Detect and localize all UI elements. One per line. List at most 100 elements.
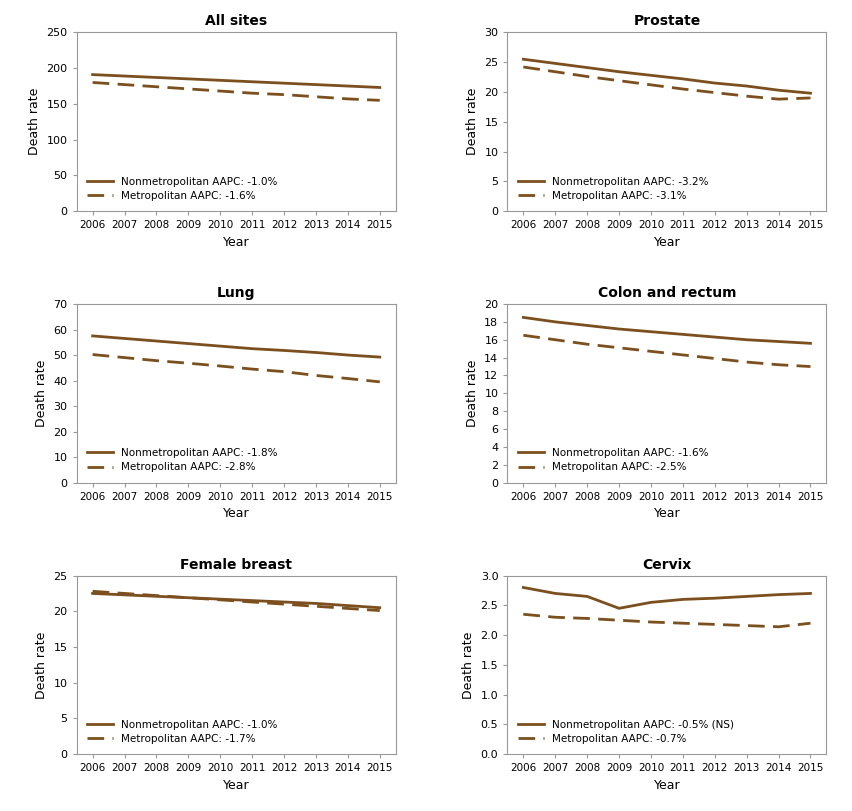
Metropolitan AAPC: -2.8%: (2.01e+03, 43.5): -2.8%: (2.01e+03, 43.5): [279, 367, 289, 376]
Metropolitan AAPC: -1.6%: (2.01e+03, 180): -1.6%: (2.01e+03, 180): [88, 78, 98, 88]
Nonmetropolitan AAPC: -1.8%: (2.02e+03, 49.2): -1.8%: (2.02e+03, 49.2): [375, 352, 385, 362]
X-axis label: Year: Year: [653, 507, 680, 520]
Title: Colon and rectum: Colon and rectum: [597, 286, 736, 300]
Nonmetropolitan AAPC: -3.2%: (2.01e+03, 21): -3.2%: (2.01e+03, 21): [741, 81, 751, 91]
Metropolitan AAPC: -0.7%: (2.01e+03, 2.3): -0.7%: (2.01e+03, 2.3): [550, 612, 561, 622]
Nonmetropolitan AAPC: -0.5% (NS): (2.01e+03, 2.45): -0.5% (NS): (2.01e+03, 2.45): [614, 603, 625, 613]
Nonmetropolitan AAPC: -1.0%: (2.01e+03, 175): -1.0%: (2.01e+03, 175): [343, 81, 353, 91]
Nonmetropolitan AAPC: -0.5% (NS): (2.01e+03, 2.62): -0.5% (NS): (2.01e+03, 2.62): [710, 594, 720, 603]
Line: Nonmetropolitan AAPC: -0.5% (NS): Nonmetropolitan AAPC: -0.5% (NS): [523, 587, 810, 608]
Nonmetropolitan AAPC: -3.2%: (2.01e+03, 24.1): -3.2%: (2.01e+03, 24.1): [582, 62, 592, 72]
Legend: Nonmetropolitan AAPC: -0.5% (NS), Metropolitan AAPC: -0.7%: Nonmetropolitan AAPC: -0.5% (NS), Metrop…: [513, 714, 740, 749]
Metropolitan AAPC: -3.1%: (2.01e+03, 18.8): -3.1%: (2.01e+03, 18.8): [774, 94, 784, 104]
Metropolitan AAPC: -2.8%: (2.01e+03, 40.8): -2.8%: (2.01e+03, 40.8): [343, 374, 353, 384]
Metropolitan AAPC: -1.6%: (2.01e+03, 171): -1.6%: (2.01e+03, 171): [183, 84, 193, 94]
Line: Metropolitan AAPC: -1.6%: Metropolitan AAPC: -1.6%: [93, 83, 380, 101]
Nonmetropolitan AAPC: -0.5% (NS): (2.01e+03, 2.65): -0.5% (NS): (2.01e+03, 2.65): [582, 591, 592, 601]
Metropolitan AAPC: -2.8%: (2.01e+03, 42): -2.8%: (2.01e+03, 42): [311, 371, 321, 380]
Nonmetropolitan AAPC: -1.8%: (2.01e+03, 57.5): -1.8%: (2.01e+03, 57.5): [88, 331, 98, 341]
Nonmetropolitan AAPC: -1.6%: (2.01e+03, 16.6): -1.6%: (2.01e+03, 16.6): [677, 329, 688, 339]
Nonmetropolitan AAPC: -1.0%: (2.02e+03, 20.5): -1.0%: (2.02e+03, 20.5): [375, 603, 385, 612]
Nonmetropolitan AAPC: -1.8%: (2.01e+03, 56.5): -1.8%: (2.01e+03, 56.5): [119, 333, 130, 343]
Nonmetropolitan AAPC: -0.5% (NS): (2.01e+03, 2.6): -0.5% (NS): (2.01e+03, 2.6): [677, 594, 688, 604]
Nonmetropolitan AAPC: -0.5% (NS): (2.01e+03, 2.55): -0.5% (NS): (2.01e+03, 2.55): [646, 598, 656, 607]
Nonmetropolitan AAPC: -3.2%: (2.01e+03, 20.3): -3.2%: (2.01e+03, 20.3): [774, 85, 784, 95]
Metropolitan AAPC: -1.7%: (2.01e+03, 22.5): -1.7%: (2.01e+03, 22.5): [119, 589, 130, 599]
Metropolitan AAPC: -3.1%: (2.01e+03, 19.9): -3.1%: (2.01e+03, 19.9): [710, 88, 720, 97]
Metropolitan AAPC: -2.8%: (2.01e+03, 49): -2.8%: (2.01e+03, 49): [119, 353, 130, 363]
Nonmetropolitan AAPC: -1.0%: (2.01e+03, 22.3): -1.0%: (2.01e+03, 22.3): [119, 590, 130, 599]
Title: Lung: Lung: [217, 286, 256, 300]
Nonmetropolitan AAPC: -1.6%: (2.01e+03, 17.6): -1.6%: (2.01e+03, 17.6): [582, 320, 592, 330]
Metropolitan AAPC: -1.7%: (2.01e+03, 22.2): -1.7%: (2.01e+03, 22.2): [152, 590, 162, 600]
Nonmetropolitan AAPC: -3.2%: (2.01e+03, 22.8): -3.2%: (2.01e+03, 22.8): [646, 71, 656, 80]
Line: Nonmetropolitan AAPC: -1.0%: Nonmetropolitan AAPC: -1.0%: [93, 594, 380, 607]
Metropolitan AAPC: -0.7%: (2.01e+03, 2.28): -0.7%: (2.01e+03, 2.28): [582, 614, 592, 624]
Nonmetropolitan AAPC: -1.8%: (2.01e+03, 55.5): -1.8%: (2.01e+03, 55.5): [152, 336, 162, 345]
Nonmetropolitan AAPC: -1.8%: (2.01e+03, 52.5): -1.8%: (2.01e+03, 52.5): [247, 344, 257, 354]
Nonmetropolitan AAPC: -1.0%: (2.01e+03, 181): -1.0%: (2.01e+03, 181): [247, 77, 257, 87]
Line: Metropolitan AAPC: -2.5%: Metropolitan AAPC: -2.5%: [523, 335, 810, 367]
Metropolitan AAPC: -3.1%: (2.01e+03, 21.9): -3.1%: (2.01e+03, 21.9): [614, 75, 625, 85]
Nonmetropolitan AAPC: -1.0%: (2.01e+03, 183): -1.0%: (2.01e+03, 183): [216, 75, 226, 85]
Title: All sites: All sites: [205, 15, 268, 28]
Nonmetropolitan AAPC: -1.6%: (2.01e+03, 16): -1.6%: (2.01e+03, 16): [741, 335, 751, 345]
Y-axis label: Death rate: Death rate: [466, 359, 479, 427]
Line: Metropolitan AAPC: -2.8%: Metropolitan AAPC: -2.8%: [93, 354, 380, 382]
Nonmetropolitan AAPC: -1.6%: (2.01e+03, 16.3): -1.6%: (2.01e+03, 16.3): [710, 333, 720, 342]
Title: Female breast: Female breast: [181, 558, 292, 572]
Nonmetropolitan AAPC: -3.2%: (2.01e+03, 23.4): -3.2%: (2.01e+03, 23.4): [614, 67, 625, 76]
Metropolitan AAPC: -1.7%: (2.01e+03, 21.3): -1.7%: (2.01e+03, 21.3): [247, 597, 257, 607]
Metropolitan AAPC: -0.7%: (2.01e+03, 2.2): -0.7%: (2.01e+03, 2.2): [677, 618, 688, 628]
Nonmetropolitan AAPC: -3.2%: (2.01e+03, 24.8): -3.2%: (2.01e+03, 24.8): [550, 58, 561, 68]
Nonmetropolitan AAPC: -1.6%: (2.01e+03, 18.5): -1.6%: (2.01e+03, 18.5): [518, 312, 528, 322]
Nonmetropolitan AAPC: -1.0%: (2.01e+03, 21.1): -1.0%: (2.01e+03, 21.1): [311, 599, 321, 608]
Y-axis label: Death rate: Death rate: [35, 359, 48, 427]
Legend: Nonmetropolitan AAPC: -1.0%, Metropolitan AAPC: -1.7%: Nonmetropolitan AAPC: -1.0%, Metropolita…: [82, 714, 283, 749]
Nonmetropolitan AAPC: -1.8%: (2.01e+03, 51.8): -1.8%: (2.01e+03, 51.8): [279, 345, 289, 355]
Nonmetropolitan AAPC: -1.8%: (2.01e+03, 53.5): -1.8%: (2.01e+03, 53.5): [216, 341, 226, 351]
Metropolitan AAPC: -2.5%: (2.02e+03, 13): -2.5%: (2.02e+03, 13): [805, 362, 815, 371]
Metropolitan AAPC: -3.1%: (2.01e+03, 21.2): -3.1%: (2.01e+03, 21.2): [646, 80, 656, 90]
Nonmetropolitan AAPC: -1.0%: (2.01e+03, 177): -1.0%: (2.01e+03, 177): [311, 79, 321, 89]
Metropolitan AAPC: -3.1%: (2.01e+03, 23.4): -3.1%: (2.01e+03, 23.4): [550, 67, 561, 76]
Title: Prostate: Prostate: [633, 15, 700, 28]
Metropolitan AAPC: -3.1%: (2.01e+03, 19.3): -3.1%: (2.01e+03, 19.3): [741, 92, 751, 101]
Metropolitan AAPC: -2.5%: (2.01e+03, 14.3): -2.5%: (2.01e+03, 14.3): [677, 350, 688, 360]
Metropolitan AAPC: -1.7%: (2.02e+03, 20.1): -1.7%: (2.02e+03, 20.1): [375, 606, 385, 616]
Line: Nonmetropolitan AAPC: -1.6%: Nonmetropolitan AAPC: -1.6%: [523, 317, 810, 343]
Metropolitan AAPC: -3.1%: (2.01e+03, 22.6): -3.1%: (2.01e+03, 22.6): [582, 71, 592, 81]
Metropolitan AAPC: -2.5%: (2.01e+03, 13.5): -2.5%: (2.01e+03, 13.5): [741, 357, 751, 367]
Line: Metropolitan AAPC: -1.7%: Metropolitan AAPC: -1.7%: [93, 591, 380, 611]
Metropolitan AAPC: -2.8%: (2.01e+03, 47.8): -2.8%: (2.01e+03, 47.8): [152, 356, 162, 366]
Metropolitan AAPC: -1.7%: (2.01e+03, 20.7): -1.7%: (2.01e+03, 20.7): [311, 602, 321, 611]
Line: Metropolitan AAPC: -0.7%: Metropolitan AAPC: -0.7%: [523, 614, 810, 627]
Nonmetropolitan AAPC: -1.0%: (2.01e+03, 21.5): -1.0%: (2.01e+03, 21.5): [247, 596, 257, 606]
Metropolitan AAPC: -1.7%: (2.01e+03, 20.4): -1.7%: (2.01e+03, 20.4): [343, 603, 353, 613]
Metropolitan AAPC: -2.5%: (2.01e+03, 16.5): -2.5%: (2.01e+03, 16.5): [518, 330, 528, 340]
Nonmetropolitan AAPC: -1.0%: (2.01e+03, 185): -1.0%: (2.01e+03, 185): [183, 74, 193, 84]
Metropolitan AAPC: -0.7%: (2.01e+03, 2.16): -0.7%: (2.01e+03, 2.16): [741, 620, 751, 630]
Legend: Nonmetropolitan AAPC: -1.0%, Metropolitan AAPC: -1.6%: Nonmetropolitan AAPC: -1.0%, Metropolita…: [82, 171, 283, 206]
Nonmetropolitan AAPC: -1.0%: (2.01e+03, 21.9): -1.0%: (2.01e+03, 21.9): [183, 593, 193, 603]
Metropolitan AAPC: -0.7%: (2.01e+03, 2.25): -0.7%: (2.01e+03, 2.25): [614, 616, 625, 625]
X-axis label: Year: Year: [653, 779, 680, 792]
Nonmetropolitan AAPC: -3.2%: (2.01e+03, 21.5): -3.2%: (2.01e+03, 21.5): [710, 78, 720, 88]
Metropolitan AAPC: -1.6%: (2.01e+03, 174): -1.6%: (2.01e+03, 174): [152, 82, 162, 92]
Nonmetropolitan AAPC: -1.6%: (2.01e+03, 16.9): -1.6%: (2.01e+03, 16.9): [646, 327, 656, 337]
Nonmetropolitan AAPC: -1.0%: (2.01e+03, 189): -1.0%: (2.01e+03, 189): [119, 71, 130, 81]
Nonmetropolitan AAPC: -1.0%: (2.01e+03, 22.1): -1.0%: (2.01e+03, 22.1): [152, 591, 162, 601]
Metropolitan AAPC: -1.7%: (2.01e+03, 22.8): -1.7%: (2.01e+03, 22.8): [88, 586, 98, 596]
Nonmetropolitan AAPC: -1.6%: (2.01e+03, 15.8): -1.6%: (2.01e+03, 15.8): [774, 337, 784, 346]
Nonmetropolitan AAPC: -1.6%: (2.01e+03, 18): -1.6%: (2.01e+03, 18): [550, 317, 561, 327]
Nonmetropolitan AAPC: -1.0%: (2.01e+03, 187): -1.0%: (2.01e+03, 187): [152, 73, 162, 83]
Metropolitan AAPC: -2.8%: (2.01e+03, 46.8): -2.8%: (2.01e+03, 46.8): [183, 358, 193, 368]
Nonmetropolitan AAPC: -1.8%: (2.01e+03, 54.5): -1.8%: (2.01e+03, 54.5): [183, 339, 193, 349]
Line: Nonmetropolitan AAPC: -1.0%: Nonmetropolitan AAPC: -1.0%: [93, 75, 380, 88]
Line: Nonmetropolitan AAPC: -3.2%: Nonmetropolitan AAPC: -3.2%: [523, 59, 810, 93]
Nonmetropolitan AAPC: -1.0%: (2.01e+03, 21.7): -1.0%: (2.01e+03, 21.7): [216, 594, 226, 604]
X-axis label: Year: Year: [223, 507, 250, 520]
Nonmetropolitan AAPC: -0.5% (NS): (2.02e+03, 2.7): -0.5% (NS): (2.02e+03, 2.7): [805, 589, 815, 599]
Legend: Nonmetropolitan AAPC: -1.8%, Metropolitan AAPC: -2.8%: Nonmetropolitan AAPC: -1.8%, Metropolita…: [82, 443, 283, 478]
Metropolitan AAPC: -2.5%: (2.01e+03, 14.7): -2.5%: (2.01e+03, 14.7): [646, 346, 656, 356]
